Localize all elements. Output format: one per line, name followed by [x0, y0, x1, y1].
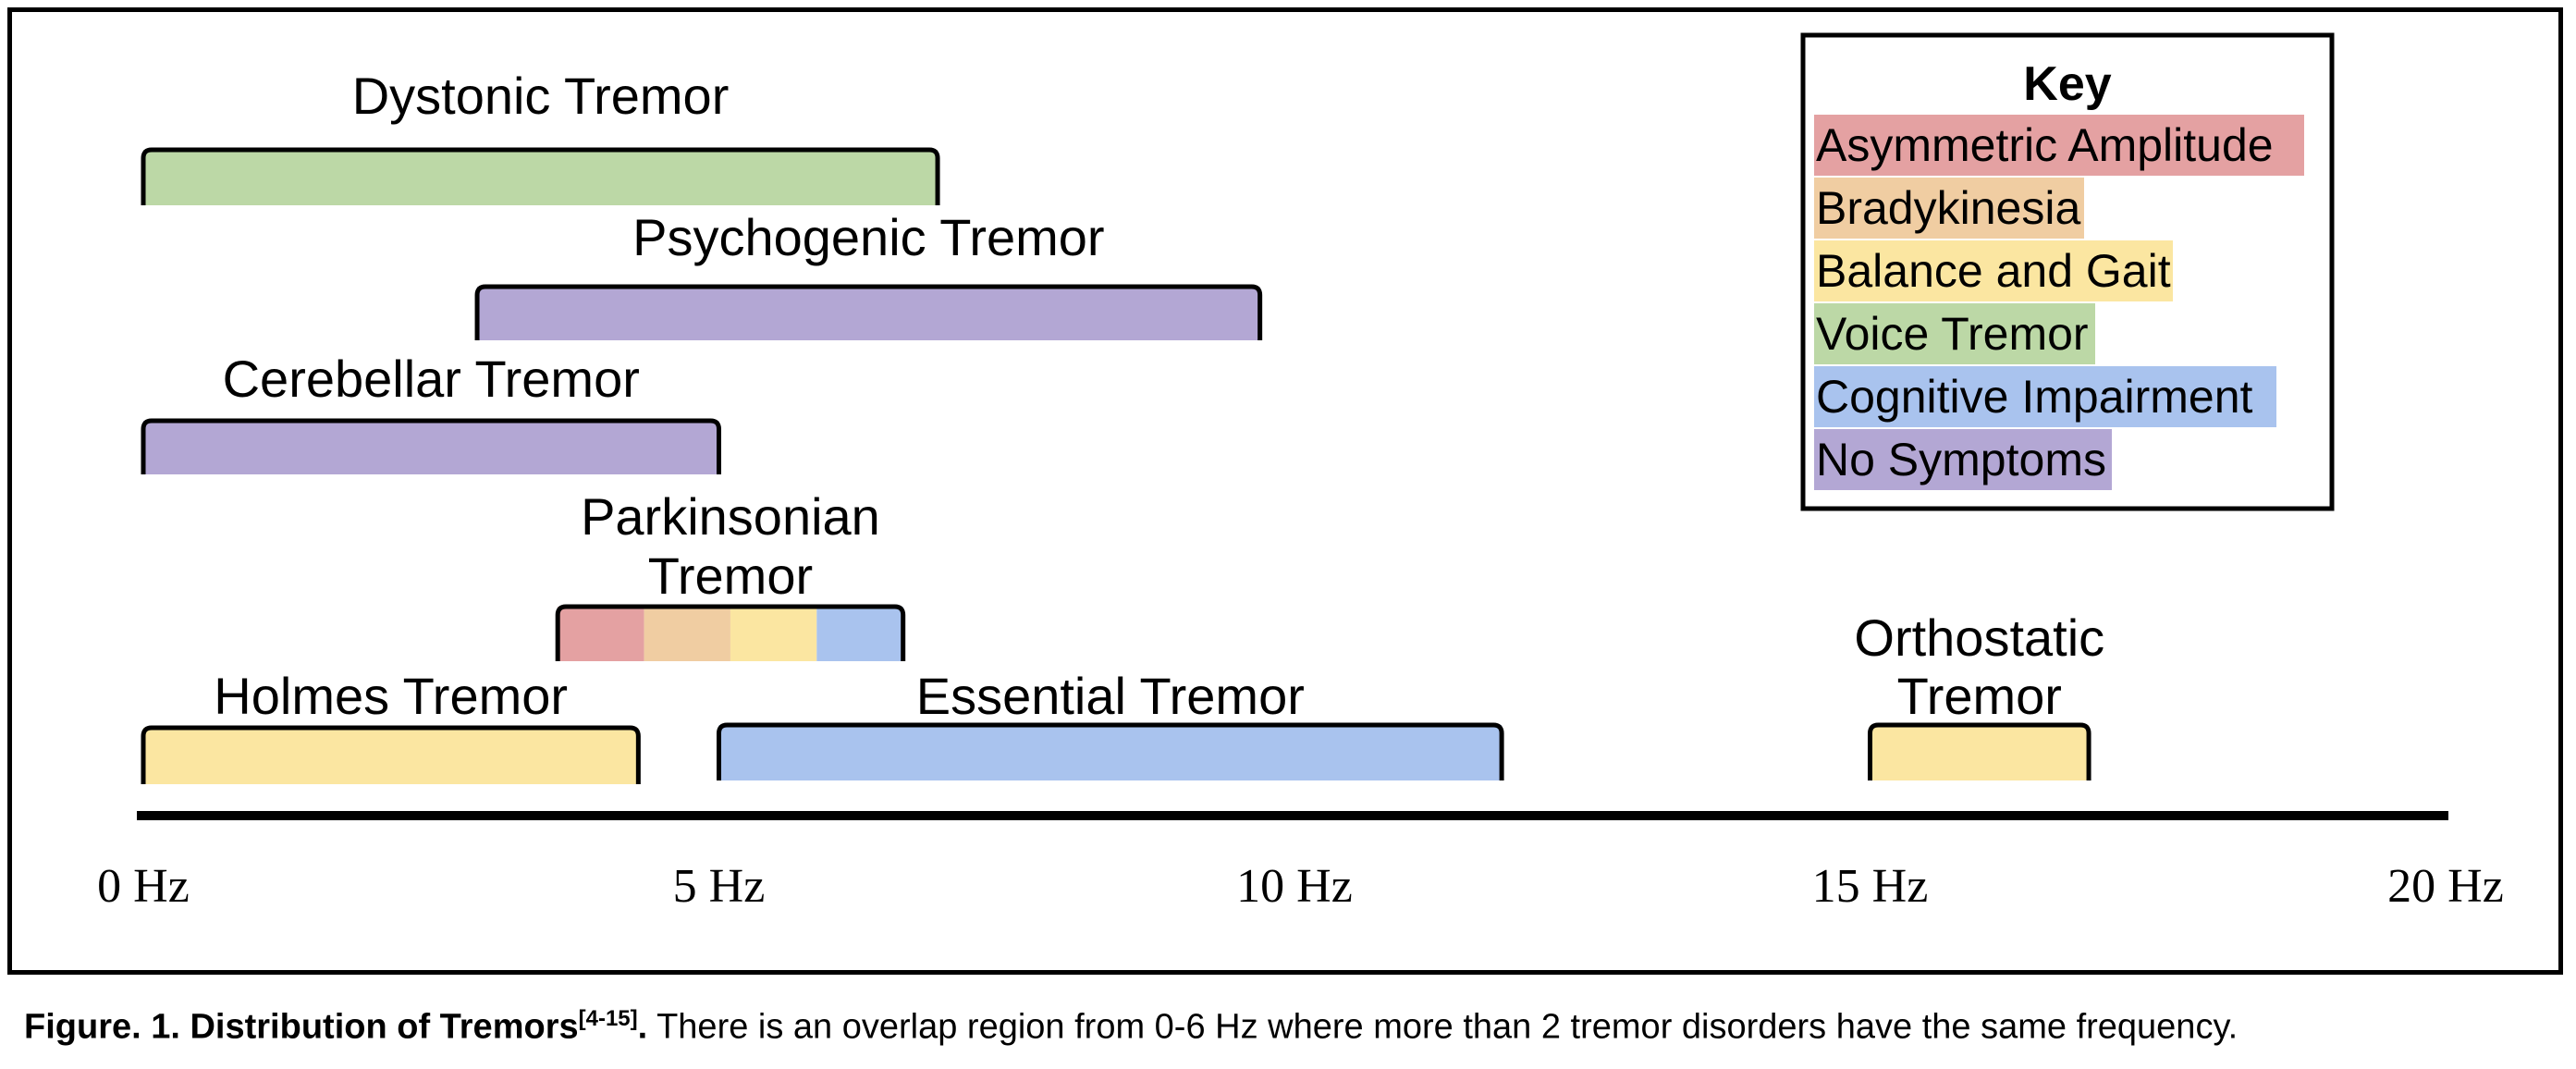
- tremor-label: Holmes Tremor: [214, 667, 568, 725]
- caption-citation: [4-15]: [578, 1006, 638, 1031]
- caption-text: There is an overlap region from 0-6 Hz w…: [647, 1007, 2239, 1047]
- tremor-bracket: [474, 284, 1263, 340]
- tremor-segment-bradykinesia: [644, 607, 730, 661]
- key-swatch-balance-and-gait: [1814, 240, 2173, 301]
- tremor-label: Parkinsonian: [581, 487, 880, 546]
- tremor-bracket: [141, 147, 940, 205]
- key-item-no-symptoms: No Symptoms: [1816, 434, 2106, 485]
- key-swatch-cognitive-impairment: [1814, 366, 2276, 427]
- tick-label-0-hz: 0 Hz: [97, 860, 190, 913]
- tremor-label: Orthostatic: [1854, 608, 2104, 667]
- tremor-segment-balance-and-gait: [1870, 725, 2090, 780]
- key-legend: Key Asymmetric Amplitude Bradykinesia Bala…: [1800, 32, 2335, 511]
- key-item-cognitive-impairment: Cognitive Impairment: [1816, 371, 2253, 423]
- key-title: Key: [2023, 57, 2111, 111]
- key-item-asymmetric-amplitude: Asymmetric Amplitude: [1816, 119, 2274, 171]
- tremor-frequency-chart: 0 Hz 5 Hz 10 Hz 15 Hz 20 Hz Dystonic Tremor P…: [97, 32, 2504, 913]
- tremor-segment-cognitive-impairment: [816, 607, 903, 661]
- tremor-holmes-tremor: Holmes Tremor: [141, 667, 641, 784]
- tremor-bars: Dystonic Tremor Psychogenic Tremor Cerebel…: [141, 67, 2104, 784]
- tremor-label: Dystonic Tremor: [352, 67, 730, 125]
- tremor-segment-asymmetric-amplitude: [558, 607, 644, 661]
- tremor-segment-no-symptoms: [477, 287, 1260, 340]
- tremor-segment-balance-and-gait: [730, 607, 817, 661]
- tremor-label: Psychogenic Tremor: [632, 208, 1104, 266]
- tremor-label: Tremor: [1897, 667, 2062, 725]
- caption-title-end: .: [637, 1007, 648, 1047]
- key-swatch-asymmetric-amplitude: [1814, 115, 2304, 176]
- key-item-balance-and-gait: Balance and Gait: [1816, 245, 2171, 297]
- caption-title: Figure. 1. Distribution of Tremors: [24, 1007, 579, 1047]
- tick-label-10-hz: 10 Hz: [1236, 860, 1353, 913]
- key-item-voice-tremor: Voice Tremor: [1816, 308, 2089, 360]
- key-swatch-voice-tremor: [1814, 303, 2095, 364]
- tremor-segment-cognitive-impairment: [718, 725, 1503, 780]
- figure-frame: [7, 7, 2563, 975]
- tremor-label: Cerebellar Tremor: [223, 350, 640, 408]
- tremor-bracket: [1868, 722, 2091, 780]
- tick-label-20-hz: 20 Hz: [2387, 860, 2504, 913]
- tremor-essential-tremor: Essential Tremor: [717, 667, 1504, 780]
- tremor-dystonic-tremor: Dystonic Tremor: [141, 67, 940, 205]
- key-swatch-bradykinesia: [1814, 178, 2084, 239]
- tremor-bracket: [555, 604, 906, 661]
- tremor-bracket: [141, 418, 721, 474]
- key-items: Asymmetric Amplitude Bradykinesia Balance …: [1814, 115, 2304, 490]
- tick-label-5-hz: 5 Hz: [673, 860, 766, 913]
- tremor-bracket: [141, 725, 641, 784]
- figure-caption: Figure. 1. Distribution of Tremors[4-15]…: [24, 1006, 2238, 1048]
- tremor-bracket: [717, 722, 1504, 780]
- key-item-bradykinesia: Bradykinesia: [1816, 182, 2080, 234]
- tremor-segment-no-symptoms: [143, 421, 719, 474]
- tremor-segment-balance-and-gait: [143, 728, 639, 784]
- tremor-segment-voice-tremor: [143, 150, 938, 205]
- tremor-psychogenic-tremor: Psychogenic Tremor: [474, 208, 1263, 340]
- tick-label-15-hz: 15 Hz: [1812, 860, 1929, 913]
- tremor-cerebellar-tremor: Cerebellar Tremor: [141, 350, 721, 474]
- tremor-label: Essential Tremor: [916, 667, 1305, 725]
- axis-ticks: 0 Hz 5 Hz 10 Hz 15 Hz 20 Hz: [97, 860, 2504, 913]
- tremor-label: Tremor: [648, 547, 813, 605]
- key-swatch-no-symptoms: [1814, 429, 2112, 490]
